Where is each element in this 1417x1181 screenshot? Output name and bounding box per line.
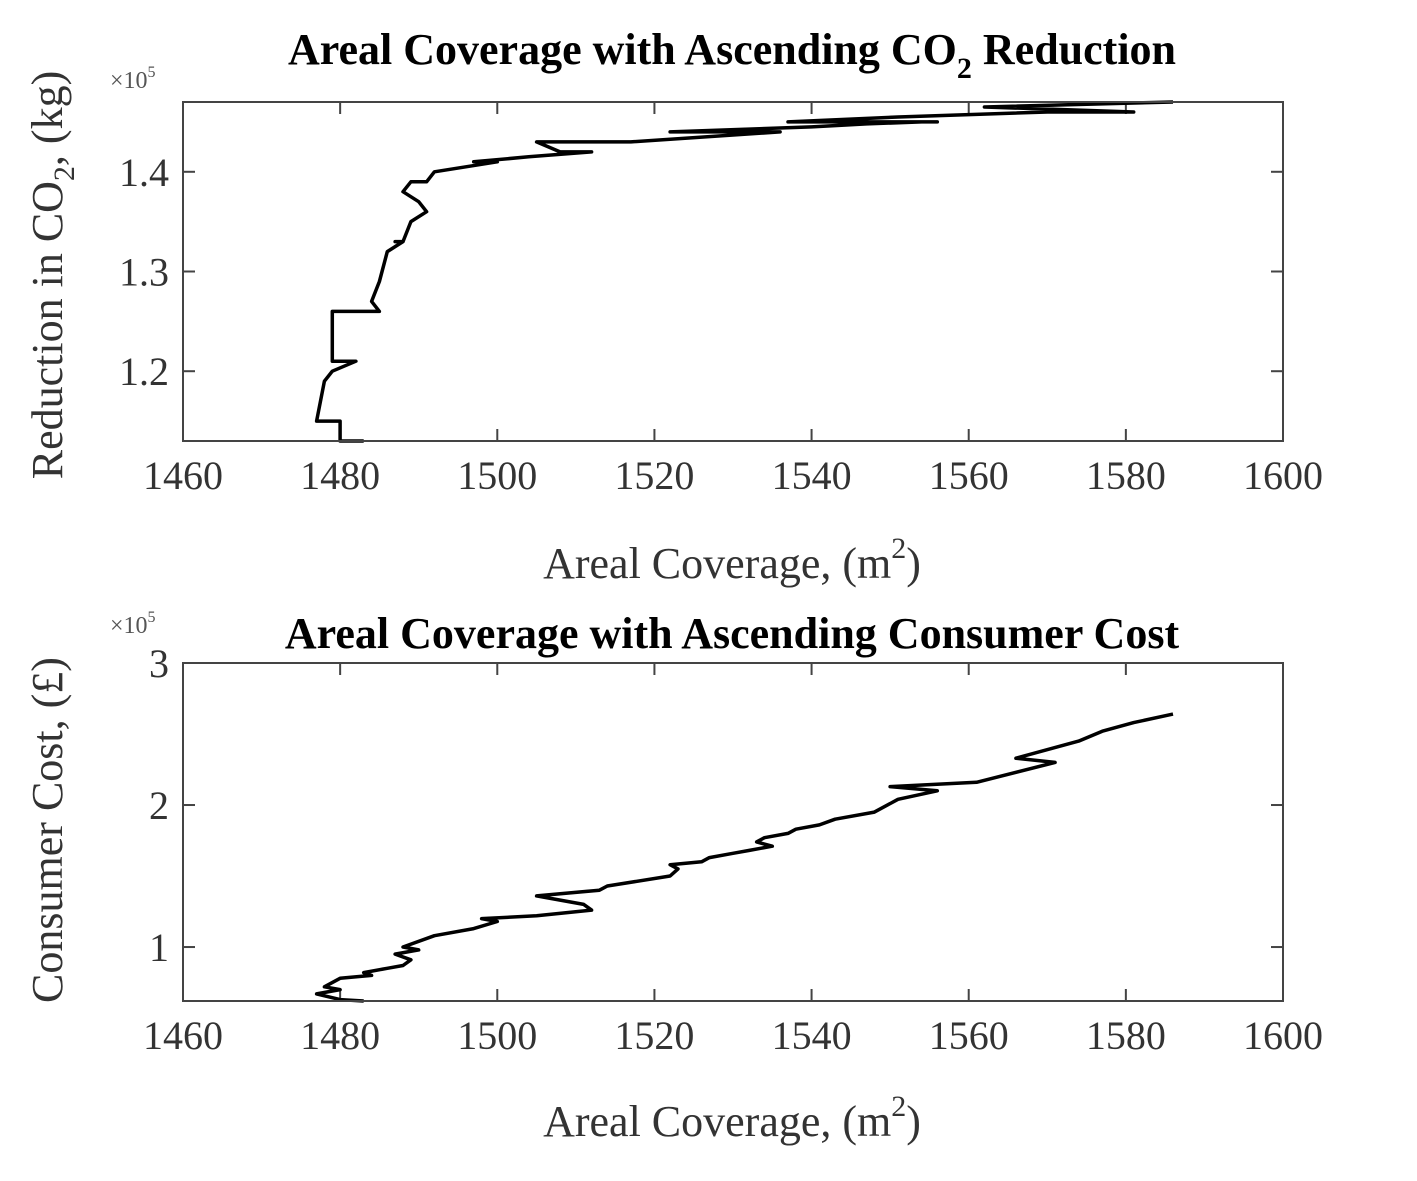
series-line [314,712,1174,1003]
x-tick-label: 1460 [143,1013,223,1058]
y-ticks: 1 2 3 [149,641,1283,970]
x-ticks: 1460 1480 1500 1520 1540 1560 1580 1600 [143,102,1323,498]
plot-frame [182,101,1284,442]
y-axis-label: Consumer Cost, (£) [23,657,72,1003]
x-axis-label: Areal Coverage, (m2) [543,532,921,588]
x-tick-label: 1580 [1086,1013,1166,1058]
co2-reduction-chart: Areal Coverage with Ascending CO2 Reduct… [23,25,1323,588]
y-exponent-label: ×105 [110,64,156,94]
y-tick-label: 2 [149,783,169,828]
x-tick-label: 1560 [929,1013,1009,1058]
x-ticks: 1460 1480 1500 1520 1540 1560 1580 1600 [143,663,1323,1058]
x-tick-label: 1560 [929,453,1009,498]
series-layer [314,100,1174,443]
x-tick-label: 1520 [614,453,694,498]
x-tick-label: 1500 [457,1013,537,1058]
chart-title: Areal Coverage with Ascending Consumer C… [285,609,1180,658]
y-axis-label: Reduction in CO2, (kg) [23,71,81,480]
y-ticks: 1.2 1.3 1.4 [119,150,1283,394]
y-tick-label: 3 [149,641,169,686]
x-tick-label: 1500 [457,453,537,498]
y-tick-label: 1.3 [119,250,169,295]
x-tick-label: 1540 [772,453,852,498]
x-tick-label: 1480 [300,453,380,498]
x-tick-label: 1600 [1243,453,1323,498]
plot-frame [182,662,1284,1002]
y-tick-label: 1.4 [119,150,169,195]
series-line [314,100,1174,443]
consumer-cost-chart: Areal Coverage with Ascending Consumer C… [23,609,1323,1146]
x-tick-label: 1480 [300,1013,380,1058]
series-layer [314,712,1174,1003]
y-tick-label: 1.2 [119,349,169,394]
x-tick-label: 1540 [772,1013,852,1058]
x-tick-label: 1520 [614,1013,694,1058]
y-exponent-label: ×105 [110,609,156,639]
x-tick-label: 1460 [143,453,223,498]
x-tick-label: 1580 [1086,453,1166,498]
x-tick-label: 1600 [1243,1013,1323,1058]
y-tick-label: 1 [149,925,169,970]
x-axis-label: Areal Coverage, (m2) [543,1090,921,1146]
chart-title: Areal Coverage with Ascending CO2 Reduct… [288,25,1176,85]
